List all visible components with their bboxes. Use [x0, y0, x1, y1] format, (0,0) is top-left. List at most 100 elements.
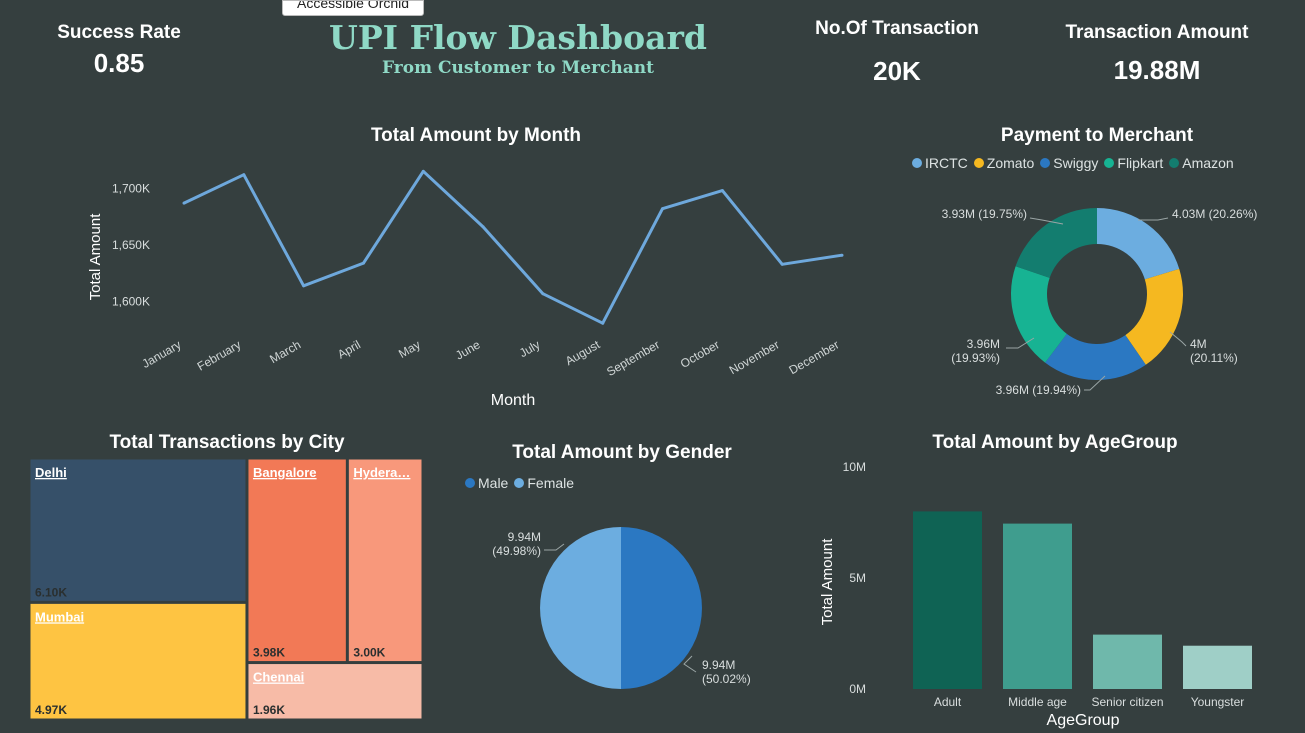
success-rate-label: Success Rate: [57, 22, 181, 43]
month-point: [661, 207, 665, 211]
x-tick-label: December: [787, 337, 842, 377]
treemap-cell-name: Delhi: [35, 465, 67, 480]
x-tick-label: Middle age: [1008, 695, 1067, 709]
data-label: (50.02%): [702, 672, 751, 686]
merchant-chart-title: Payment to Merchant: [1000, 125, 1194, 146]
legend-swatch: [1040, 158, 1051, 168]
legend-label: Amazon: [1182, 155, 1234, 171]
x-tick-label: November: [727, 337, 782, 377]
age-bar-chart: 0M 5M 10M Total Amount Adult Middle age Senior…: [819, 460, 1252, 729]
data-label: (19.93%): [951, 351, 1000, 365]
donut-slice-amazon: [1015, 208, 1097, 278]
success-rate-value: 0.85: [93, 48, 145, 78]
legend-item[interactable]: IRCTC: [912, 155, 968, 171]
treemap-cell-value: 3.00K: [353, 646, 385, 660]
legend-swatch: [1169, 158, 1180, 168]
bar-senior-citizen: [1093, 634, 1162, 689]
data-label: (20.11%): [1190, 351, 1238, 365]
age-chart-title: Total Amount by AgeGroup: [932, 432, 1178, 453]
treemap-cell-value: 1.96K: [253, 703, 285, 717]
transactions-count-label: No.Of Transaction: [815, 18, 979, 39]
donut-slice-zomato: [1125, 268, 1183, 365]
donut-slice-irctc: [1097, 208, 1180, 280]
treemap-cell-bangalore: [247, 458, 347, 663]
month-point: [361, 261, 365, 265]
x-tick-label: March: [267, 337, 303, 366]
bar-youngster: [1183, 645, 1252, 689]
donut-slice-swiggy: [1045, 333, 1146, 380]
transactions-count-value: 20K: [873, 56, 921, 86]
dashboard-title: UPI Flow Dashboard: [329, 18, 707, 57]
data-label: 4M: [1190, 337, 1207, 351]
data-label: 3.93M (19.75%): [942, 207, 1027, 221]
legend-item[interactable]: Amazon: [1169, 155, 1234, 171]
merchant-donut-chart: 4.03M (20.26%) 4M(20.11%) 3.96M (19.94%) 3.…: [942, 207, 1258, 397]
y-tick-label: 1,600K: [112, 295, 150, 309]
y-tick-label: 1,650K: [112, 238, 150, 252]
data-label: 3.96M (19.94%): [996, 383, 1081, 397]
treemap-cell-hydera: [347, 458, 423, 663]
treemap-cell-value: 4.97K: [35, 703, 67, 717]
transaction-amount-value: 19.88M: [1113, 55, 1201, 85]
leader-line: [544, 543, 565, 551]
gender-pie-chart: 9.94M(50.02%)9.94M(49.98%): [492, 527, 751, 689]
treemap-cell-name: Hydera…: [353, 465, 410, 480]
pie-slice-male: [621, 527, 702, 689]
month-point: [182, 201, 186, 205]
treemap-cell-name: Chennai: [253, 670, 304, 685]
y-tick-label: 0M: [849, 682, 866, 696]
data-label: 9.94M: [702, 658, 735, 672]
month-point: [840, 253, 844, 257]
legend-item[interactable]: Zomato: [973, 155, 1034, 171]
legend-item[interactable]: Male: [465, 475, 508, 491]
x-axis-title: AgeGroup: [1047, 712, 1120, 729]
data-label: (49.98%): [492, 544, 541, 558]
legend-item[interactable]: Swiggy: [1040, 155, 1098, 171]
month-point: [421, 169, 425, 173]
data-label: 3.96M: [967, 337, 1000, 351]
treemap-cell-mumbai: [29, 602, 247, 720]
city-chart-title: Total Transactions by City: [109, 432, 345, 453]
y-tick-label: 1,700K: [112, 181, 150, 195]
treemap-cell-name: Mumbai: [35, 609, 84, 624]
x-tick-label: August: [563, 337, 603, 368]
x-axis-title: Month: [491, 392, 535, 409]
x-tick-label: April: [335, 337, 363, 361]
leader-line: [1084, 375, 1106, 391]
transaction-amount-label: Transaction Amount: [1065, 22, 1249, 43]
month-point: [242, 173, 246, 177]
month-line-chart: 1,600K 1,650K 1,700K Total Amount January Feb…: [87, 169, 844, 409]
bar-middle-age: [1003, 523, 1072, 689]
x-tick-label: June: [453, 337, 483, 362]
gender-chart-title: Total Amount by Gender: [512, 442, 732, 463]
x-tick-label: Senior citizen: [1091, 695, 1163, 709]
x-tick-label: October: [678, 337, 722, 370]
month-point: [541, 292, 545, 296]
legend-item[interactable]: Female: [514, 475, 574, 491]
y-tick-label: 5M: [849, 571, 866, 585]
leader-line: [1138, 217, 1169, 221]
leader-line: [683, 655, 697, 673]
donut-slice-flipkart: [1011, 266, 1067, 363]
merchant-legend: IRCTC Zomato Swiggy Flipkart Amazon: [912, 155, 1234, 171]
legend-label: Swiggy: [1053, 155, 1099, 171]
month-point: [302, 284, 306, 288]
month-series-line: [183, 169, 843, 325]
month-point: [601, 321, 605, 325]
leader-line: [1169, 331, 1187, 347]
x-tick-label: January: [140, 337, 184, 370]
gender-legend: Male Female: [465, 475, 574, 491]
x-tick-label: May: [396, 337, 423, 360]
pie-slice-female: [540, 527, 621, 689]
legend-swatch: [465, 478, 475, 488]
treemap-cell-value: 6.10K: [35, 585, 67, 599]
legend-swatch: [1104, 158, 1115, 168]
treemap-cell-name: Bangalore: [253, 465, 317, 480]
month-point: [481, 225, 485, 229]
data-label: 9.94M: [508, 530, 541, 544]
bar-adult: [913, 511, 982, 689]
legend-item[interactable]: Flipkart: [1104, 155, 1163, 171]
treemap-cell-delhi: [29, 458, 247, 602]
x-tick-label: September: [604, 337, 662, 378]
treemap-cell-value: 3.98K: [253, 646, 285, 660]
